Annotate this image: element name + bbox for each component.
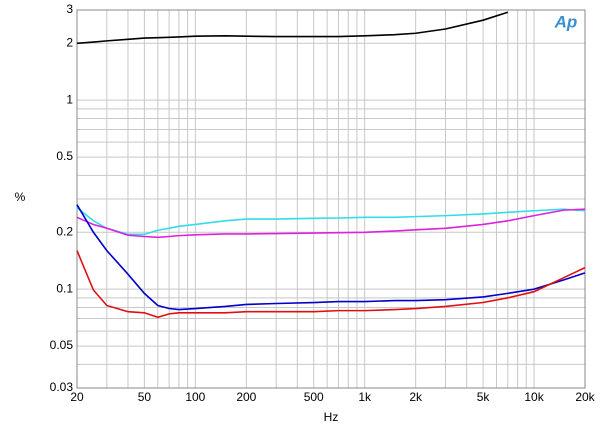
series-line — [76, 250, 586, 319]
x-tick-label: 10k — [524, 390, 544, 404]
y-tick-label: 0.03 — [50, 380, 74, 394]
logo: Ap — [554, 12, 578, 31]
x-tick-label: 200 — [236, 390, 256, 404]
series-line — [76, 204, 586, 311]
x-tick-label: 5k — [477, 390, 491, 404]
y-axis-label: % — [15, 190, 26, 204]
x-tick-label: 20 — [70, 390, 84, 404]
y-tick-label: 0.05 — [50, 338, 74, 352]
y-tick-label: 0.2 — [56, 224, 73, 238]
y-tick-label: 2 — [66, 35, 73, 49]
series-line — [76, 207, 586, 236]
x-tick-label: 2k — [409, 390, 423, 404]
y-tick-label: 3 — [66, 2, 73, 16]
series-line — [76, 208, 586, 239]
x-tick-label: 1k — [358, 390, 372, 404]
plot-frame — [76, 9, 586, 389]
series-line — [76, 11, 509, 45]
x-tick-label: 500 — [304, 390, 324, 404]
y-tick-label: 1 — [66, 92, 73, 106]
x-tick-label: 100 — [185, 390, 205, 404]
y-tick-label: 0.1 — [56, 281, 73, 295]
x-axis-label: Hz — [324, 410, 339, 424]
x-tick-label: 50 — [138, 390, 152, 404]
y-tick-label: 0.5 — [56, 149, 73, 163]
x-tick-label: 20k — [575, 390, 595, 404]
